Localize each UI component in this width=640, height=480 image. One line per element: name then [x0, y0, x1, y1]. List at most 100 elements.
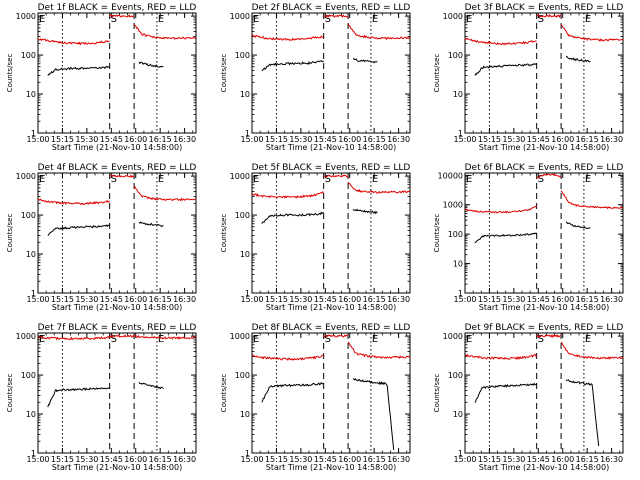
x-tick-label: 15:45 [314, 455, 337, 464]
chart-title: Det 4f BLACK = Events, RED = LLD [38, 163, 197, 173]
y-tick-label: 100 [448, 230, 463, 239]
event-marker-label: E [253, 174, 259, 185]
x-tick-label: 15:00 [240, 135, 263, 144]
y-axis-label: Counts/sec [433, 374, 441, 413]
y-tick-label: 1000 [443, 201, 463, 210]
series-line-lld [37, 335, 111, 341]
x-tick-label: 16:15 [149, 455, 172, 464]
x-tick-label: 15:15 [51, 135, 74, 144]
x-tick-label: 16:30 [387, 135, 410, 144]
x-tick-label: 15:30 [75, 295, 98, 304]
y-axis-label: Counts/sec [220, 214, 228, 253]
x-tick-label: 16:30 [173, 135, 196, 144]
x-tick-label: 15:00 [240, 295, 263, 304]
x-axis-label: Start Time (21-Nov-10 14:58:00) [52, 143, 182, 152]
x-tick-label: 15:00 [453, 135, 476, 144]
x-axis-label: Start Time (21-Nov-10 14:58:00) [266, 143, 396, 152]
x-tick-label: 16:00 [338, 455, 361, 464]
y-axis-label: Counts/sec [6, 214, 14, 253]
series-line-events [138, 221, 164, 228]
x-tick-label: 15:30 [502, 135, 525, 144]
x-tick-label: 16:15 [363, 455, 386, 464]
event-marker-label: E [585, 334, 591, 345]
event-marker-label: S [111, 14, 117, 25]
event-marker-label: E [39, 174, 45, 185]
y-tick-label: 10 [240, 90, 250, 99]
x-tick-label: 16:30 [173, 295, 196, 304]
chart-title: Det 9f BLACK = Events, RED = LLD [465, 323, 624, 333]
chart-title: Det 7f BLACK = Events, RED = LLD [38, 323, 197, 333]
x-tick-label: 15:45 [527, 295, 550, 304]
x-tick-label: 15:30 [502, 455, 525, 464]
y-tick-label: 10000 [438, 171, 463, 180]
series-line-lld [323, 334, 349, 338]
series-line-lld [133, 23, 197, 40]
y-tick-label: 1000 [443, 332, 463, 341]
series-line-lld [133, 185, 197, 202]
event-marker-label: S [325, 334, 331, 345]
series-line-lld [37, 198, 110, 206]
series-line-lld [251, 191, 325, 199]
x-tick-label: 16:15 [363, 295, 386, 304]
series-line-lld [347, 23, 411, 41]
x-tick-label: 15:15 [265, 455, 288, 464]
x-tick-label: 16:00 [338, 135, 361, 144]
y-tick-label: 1 [458, 289, 463, 298]
series-line-events [565, 221, 591, 229]
x-tick-label: 15:45 [314, 135, 337, 144]
y-tick-label: 1000 [16, 172, 36, 181]
y-tick-label: 100 [21, 51, 36, 60]
series-line-lld [347, 341, 411, 360]
x-tick-label: 16:00 [124, 295, 147, 304]
x-tick-label: 15:00 [26, 135, 49, 144]
x-axis-label: Start Time (21-Nov-10 14:58:00) [266, 463, 396, 472]
x-tick-label: 15:15 [478, 135, 501, 144]
y-tick-label: 10 [453, 410, 463, 419]
x-tick-label: 15:45 [100, 455, 123, 464]
event-marker-label: E [158, 14, 164, 25]
event-marker-label: E [372, 334, 378, 345]
y-tick-label: 10 [240, 410, 250, 419]
x-tick-label: 16:30 [387, 295, 410, 304]
x-axis-label: Start Time (21-Nov-10 14:58:00) [479, 463, 609, 472]
series-line-lld [536, 334, 562, 339]
series-line-lld [323, 14, 349, 18]
x-tick-label: 15:30 [289, 135, 312, 144]
series-line-lld [323, 174, 349, 178]
chart-panel-3: Det 3f BLACK = Events, RED = LLD 1 10 100 10… [433, 3, 624, 152]
y-tick-label: 100 [21, 211, 36, 220]
series-line-lld [109, 334, 135, 338]
chart-title: Det 5f BLACK = Events, RED = LLD [252, 163, 411, 173]
y-tick-label: 100 [448, 51, 463, 60]
x-tick-label: 15:15 [265, 295, 288, 304]
y-tick-label: 1 [31, 449, 36, 458]
y-tick-label: 10 [453, 260, 463, 269]
plot-frame [251, 172, 411, 294]
event-marker-label: E [253, 334, 259, 345]
chart-panel-2: Det 2f BLACK = Events, RED = LLD 1 10 100 10… [220, 3, 411, 152]
y-tick-label: 1 [458, 449, 463, 458]
y-axis-label: Counts/sec [220, 374, 228, 413]
x-tick-label: 16:30 [600, 455, 623, 464]
series-line-events [352, 208, 378, 215]
y-tick-label: 1000 [230, 172, 250, 181]
series-line-lld [560, 190, 624, 210]
x-tick-label: 16:00 [338, 295, 361, 304]
x-tick-label: 15:15 [51, 295, 74, 304]
x-tick-label: 15:15 [478, 295, 501, 304]
chart-title: Det 6f BLACK = Events, RED = LLD [465, 163, 624, 173]
x-tick-label: 15:30 [289, 295, 312, 304]
y-tick-label: 10 [26, 410, 36, 419]
x-tick-label: 15:00 [26, 455, 49, 464]
series-line-lld [536, 173, 562, 179]
x-tick-label: 16:15 [576, 455, 599, 464]
event-marker-label: E [466, 14, 472, 25]
x-tick-label: 16:00 [551, 455, 574, 464]
series-line-lld [464, 353, 538, 361]
x-axis-label: Start Time (21-Nov-10 14:58:00) [266, 303, 396, 312]
event-marker-label: E [253, 14, 259, 25]
x-tick-label: 16:15 [576, 135, 599, 144]
event-marker-label: S [538, 174, 544, 185]
plot-frame [251, 332, 411, 454]
x-tick-label: 15:15 [478, 455, 501, 464]
